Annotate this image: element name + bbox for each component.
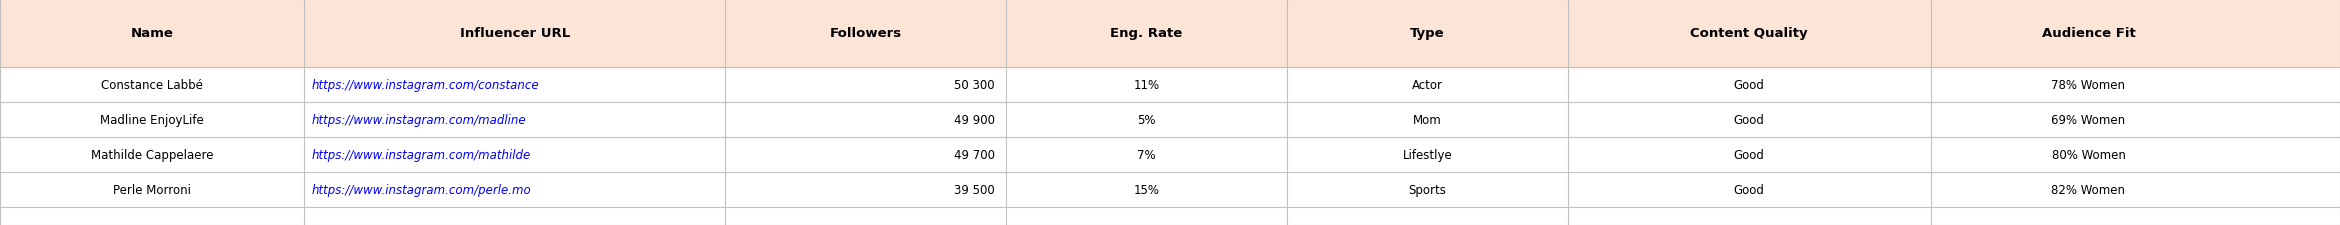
Text: Audience Fit: Audience Fit: [2040, 27, 2136, 40]
Text: 82% Women: 82% Women: [2052, 184, 2125, 196]
Bar: [0, 173, 2340, 207]
Text: Actor: Actor: [1411, 79, 1444, 92]
Text: Lifestlye: Lifestlye: [1402, 148, 1453, 162]
Text: https://www.instagram.com/perle.mo: https://www.instagram.com/perle.mo: [311, 184, 531, 196]
Text: 49 700: 49 700: [952, 148, 994, 162]
Text: Good: Good: [1734, 148, 1764, 162]
Text: Mathilde Cappelaere: Mathilde Cappelaere: [91, 148, 213, 162]
Text: Content Quality: Content Quality: [1689, 27, 1809, 40]
Text: Name: Name: [131, 27, 173, 40]
Text: 15%: 15%: [1133, 184, 1161, 196]
Text: Good: Good: [1734, 79, 1764, 92]
Text: 50 300: 50 300: [955, 79, 994, 92]
Text: Type: Type: [1411, 27, 1444, 40]
Text: https://www.instagram.com/madline: https://www.instagram.com/madline: [311, 114, 526, 126]
Text: https://www.instagram.com/mathilde: https://www.instagram.com/mathilde: [311, 148, 531, 162]
Text: Good: Good: [1734, 184, 1764, 196]
Text: Madline EnjoyLife: Madline EnjoyLife: [101, 114, 204, 126]
Text: 49 900: 49 900: [952, 114, 994, 126]
Text: 80% Women: 80% Women: [2052, 148, 2125, 162]
Bar: [0, 0, 2340, 68]
Text: Sports: Sports: [1409, 184, 1446, 196]
Text: 39 500: 39 500: [955, 184, 994, 196]
Text: 78% Women: 78% Women: [2052, 79, 2125, 92]
Text: Good: Good: [1734, 114, 1764, 126]
Text: 7%: 7%: [1137, 148, 1156, 162]
Text: https://www.instagram.com/constance: https://www.instagram.com/constance: [311, 79, 538, 92]
Text: Influencer URL: Influencer URL: [459, 27, 571, 40]
Text: Constance Labbé: Constance Labbé: [101, 79, 204, 92]
Text: 5%: 5%: [1137, 114, 1156, 126]
Bar: [0, 137, 2340, 173]
Bar: [0, 103, 2340, 137]
Text: Mom: Mom: [1413, 114, 1441, 126]
Text: Followers: Followers: [831, 27, 901, 40]
Bar: [0, 68, 2340, 103]
Text: 11%: 11%: [1133, 79, 1161, 92]
Text: 69% Women: 69% Women: [2052, 114, 2125, 126]
Text: Perle Morroni: Perle Morroni: [112, 184, 192, 196]
Text: Eng. Rate: Eng. Rate: [1112, 27, 1182, 40]
Bar: [0, 207, 2340, 225]
